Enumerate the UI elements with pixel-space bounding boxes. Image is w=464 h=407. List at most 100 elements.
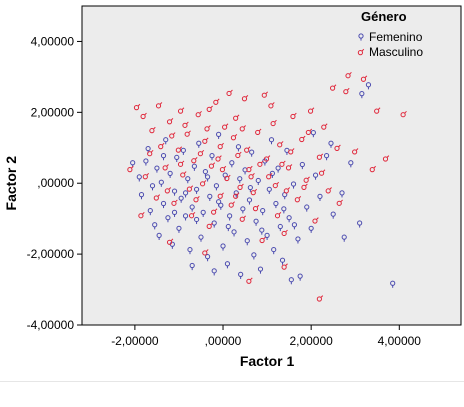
- femenino-point: [304, 204, 310, 212]
- femenino-point: [204, 254, 211, 262]
- masculino-point: [213, 98, 220, 105]
- masculino-point: [299, 135, 306, 143]
- legend-marker-femenino: [358, 33, 364, 41]
- femenino-point: [167, 170, 173, 178]
- femenino-point: [211, 268, 217, 276]
- masculino-point: [204, 125, 211, 132]
- femenino-point: [273, 200, 279, 209]
- masculino-point: [222, 123, 229, 130]
- masculino-point: [206, 222, 213, 229]
- masculino-point: [147, 149, 154, 157]
- femenino-point: [191, 163, 197, 171]
- femenino-point: [323, 153, 330, 161]
- femenino-point: [310, 130, 316, 138]
- femenino-point: [291, 222, 298, 230]
- femenino-point: [229, 160, 235, 168]
- femenino-point: [246, 197, 253, 205]
- femenino-point: [193, 186, 200, 194]
- masculino-point: [217, 142, 224, 150]
- masculino-point: [202, 249, 209, 256]
- masculino-point: [312, 217, 319, 224]
- femenino-point: [147, 207, 153, 216]
- masculino-point: [186, 185, 194, 192]
- masculino-point: [290, 112, 297, 120]
- femenino-point: [237, 176, 243, 184]
- femenino-point: [185, 176, 191, 184]
- masculino-point: [140, 112, 147, 120]
- masculino-point: [246, 165, 253, 173]
- femenino-point: [231, 229, 237, 237]
- masculino-point: [382, 155, 390, 162]
- masculino-point: [336, 199, 343, 206]
- femenino-point: [213, 183, 220, 191]
- femenino-point: [163, 137, 169, 145]
- masculino-point: [274, 211, 282, 219]
- masculino-point: [343, 87, 350, 95]
- femenino-point: [216, 131, 222, 139]
- masculino-point: [195, 110, 202, 118]
- masculino-point: [211, 208, 218, 215]
- masculino-point: [180, 171, 187, 178]
- femenino-point: [328, 140, 334, 148]
- masculino-point: [248, 172, 255, 180]
- masculino-point: [255, 128, 262, 136]
- masculino-point: [149, 126, 156, 134]
- femenino-point: [255, 177, 261, 186]
- femenino-point: [244, 238, 250, 246]
- femenino-point: [357, 220, 363, 228]
- masculino-point: [235, 151, 242, 159]
- masculino-point: [345, 71, 352, 79]
- data-points: [127, 71, 407, 302]
- masculino-point: [268, 102, 275, 109]
- masculino-point: [177, 160, 185, 167]
- femenino-point: [209, 153, 215, 161]
- legend-marker-masculino: [357, 48, 365, 56]
- footer-divider: [0, 381, 464, 382]
- x-axis-title: Factor 1: [240, 353, 295, 369]
- masculino-point: [283, 187, 291, 194]
- femenino-point: [171, 188, 178, 196]
- femenino-point: [251, 252, 257, 260]
- femenino-point: [260, 207, 266, 216]
- masculino-point: [239, 125, 247, 132]
- femenino-point: [171, 209, 178, 217]
- masculino-point: [215, 155, 222, 162]
- femenino-point: [308, 225, 314, 233]
- masculino-point: [316, 295, 324, 302]
- femenino-point: [227, 213, 233, 221]
- femenino-point: [299, 161, 305, 170]
- masculino-point: [321, 123, 328, 130]
- femenino-point: [288, 277, 294, 285]
- y-tick-label: ,00000: [37, 176, 74, 190]
- masculino-point: [329, 84, 337, 91]
- masculino-point: [166, 238, 174, 245]
- masculino-point: [182, 121, 189, 128]
- femenino-point: [152, 222, 158, 230]
- masculino-point: [197, 149, 205, 157]
- femenino-point: [266, 186, 272, 194]
- masculino-point: [177, 107, 185, 114]
- masculino-point: [250, 188, 258, 196]
- y-tick-label: -2,00000: [27, 247, 75, 261]
- femenino-point: [220, 243, 226, 251]
- masculino-point: [206, 105, 213, 112]
- femenino-point: [189, 204, 195, 212]
- femenino-point: [156, 232, 162, 240]
- masculino-point: [171, 199, 178, 206]
- y-tick-label: 4,00000: [31, 34, 75, 48]
- femenino-point: [390, 280, 396, 288]
- legend: Género Femenino Masculino: [357, 9, 423, 59]
- femenino-point: [180, 147, 186, 155]
- femenino-point: [224, 261, 231, 269]
- femenino-point: [207, 193, 213, 201]
- femenino-point: [286, 215, 292, 223]
- femenino-point: [154, 165, 160, 173]
- femenino-point: [196, 140, 202, 148]
- femenino-point: [165, 215, 171, 223]
- masculino-point: [301, 183, 308, 190]
- femenino-point: [240, 206, 246, 214]
- masculino-point: [202, 137, 209, 144]
- plot-area: [81, 5, 462, 326]
- masculino-point: [334, 144, 341, 151]
